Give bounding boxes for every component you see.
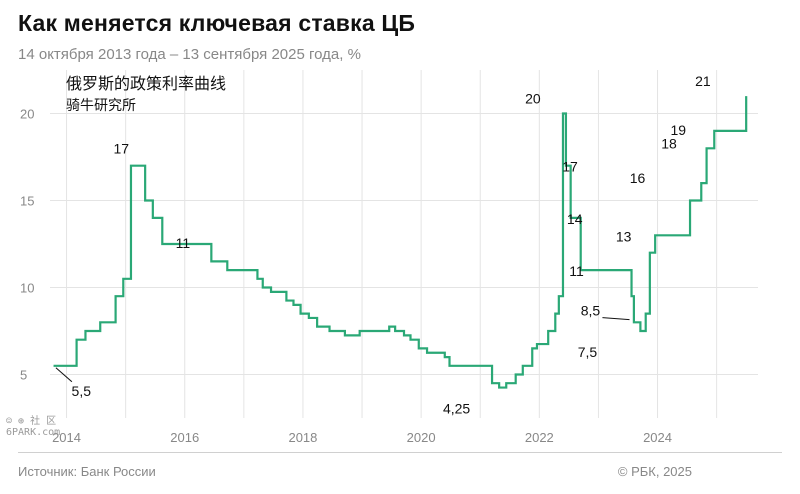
overlay-title: 俄罗斯的政策利率曲线 bbox=[66, 74, 227, 93]
data-label: 21 bbox=[695, 73, 711, 89]
overlay-subtitle: 骑牛研究所 bbox=[66, 98, 136, 114]
watermark-line-2: 6PARK.com bbox=[6, 427, 61, 438]
data-label: 13 bbox=[616, 228, 632, 244]
data-label: 18 bbox=[661, 135, 677, 151]
chart-subtitle: 14 октября 2013 года – 13 сентября 2025 … bbox=[18, 46, 361, 63]
watermark-line-1: ☺ ⊕ 社 区 bbox=[6, 416, 57, 427]
data-label: 5,5 bbox=[72, 383, 92, 399]
grid bbox=[50, 70, 758, 418]
footer-divider bbox=[18, 452, 782, 453]
data-label: 4,25 bbox=[443, 401, 470, 417]
watermark: ☺ ⊕ 社 区 6PARK.com bbox=[6, 416, 60, 438]
x-tick-label: 2022 bbox=[525, 430, 554, 445]
y-tick-label: 10 bbox=[20, 281, 34, 296]
y-tick-label: 20 bbox=[20, 107, 34, 122]
data-label: 7,5 bbox=[578, 344, 598, 360]
data-label: 16 bbox=[630, 170, 646, 186]
y-tick-label: 15 bbox=[20, 194, 34, 209]
data-label: 19 bbox=[670, 122, 686, 138]
x-tick-label: 2014 bbox=[52, 430, 81, 445]
series bbox=[53, 96, 748, 389]
data-label: 8,5 bbox=[581, 303, 601, 319]
data-label: 11 bbox=[569, 263, 584, 279]
chart-title: Как меняется ключевая ставка ЦБ bbox=[18, 10, 416, 36]
data-label: 14 bbox=[567, 211, 583, 227]
data-label: 20 bbox=[525, 91, 541, 107]
leader-line bbox=[55, 367, 73, 383]
copyright: © РБК, 2025 bbox=[617, 464, 692, 479]
axes: 5 10 15 20 2014 2016 2018 2020 2022 2024 bbox=[20, 107, 672, 446]
y-tick-label: 5 bbox=[20, 368, 27, 383]
leader-line bbox=[602, 317, 630, 321]
data-label: 17 bbox=[562, 159, 578, 175]
x-tick-label: 2018 bbox=[288, 430, 317, 445]
series-line bbox=[53, 96, 748, 389]
data-label: 17 bbox=[113, 141, 129, 157]
x-tick-label: 2020 bbox=[407, 430, 436, 445]
x-tick-label: 2024 bbox=[643, 430, 672, 445]
x-tick-label: 2016 bbox=[170, 430, 199, 445]
data-label: 11 bbox=[176, 235, 191, 251]
source-note: Источник: Банк России bbox=[18, 464, 156, 479]
